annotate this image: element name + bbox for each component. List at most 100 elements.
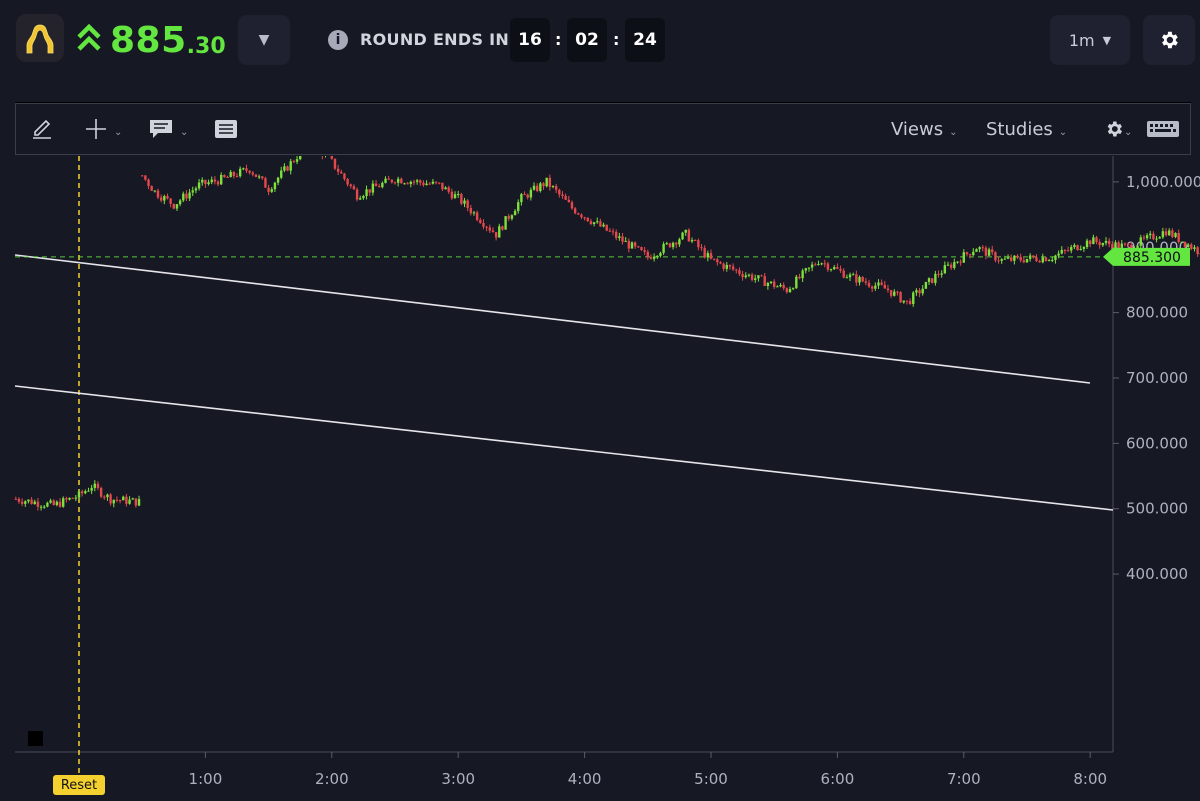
candle-body xyxy=(981,247,984,249)
candle-body xyxy=(1038,261,1041,263)
candle-body xyxy=(558,189,561,195)
list-tool-button[interactable] xyxy=(214,104,238,154)
candle-body xyxy=(343,173,346,179)
comment-tool-button[interactable]: ⌄ xyxy=(148,104,188,154)
gear-icon xyxy=(1107,121,1122,137)
candle-body xyxy=(289,161,292,171)
candle-body xyxy=(1066,250,1070,252)
candle-body xyxy=(491,230,495,233)
candle-body xyxy=(65,498,68,500)
lower-trendline[interactable] xyxy=(14,385,1114,511)
candle-body xyxy=(1019,256,1022,261)
candle-body xyxy=(494,232,498,238)
candle-body xyxy=(122,496,125,501)
candle-body xyxy=(697,240,700,248)
timeframe-dropdown[interactable]: 1m ▼ xyxy=(1050,15,1130,65)
app-logo xyxy=(16,14,64,62)
candle-body xyxy=(750,274,754,280)
candle-body xyxy=(1070,247,1073,251)
info-icon[interactable]: i xyxy=(328,30,348,50)
y-tick-label: 500.000 xyxy=(1126,500,1188,518)
candle-body xyxy=(368,189,371,193)
price-label-layer: 885.300 xyxy=(1103,247,1190,266)
candle-body xyxy=(700,247,703,249)
candle-body xyxy=(731,266,735,270)
candle-body xyxy=(937,273,940,275)
candle-body xyxy=(956,261,959,263)
candle-body xyxy=(927,278,931,282)
candle-body xyxy=(137,499,141,506)
candle-body xyxy=(93,483,96,488)
candle-body xyxy=(883,284,886,289)
timer-separator: : xyxy=(613,30,620,49)
candle-body xyxy=(880,282,883,285)
candle-body xyxy=(1028,255,1032,259)
candle-body xyxy=(633,242,637,247)
candle-body xyxy=(548,177,552,187)
candle-body xyxy=(953,262,956,268)
candle-body xyxy=(280,170,283,178)
candle-body xyxy=(1010,257,1013,261)
candle-body xyxy=(1152,233,1155,240)
candle-body xyxy=(703,248,706,258)
candle-body xyxy=(261,176,264,179)
asset-dropdown-button[interactable]: ▼ xyxy=(238,15,290,65)
settings-button[interactable] xyxy=(1143,15,1195,65)
y-tick-label: 1,000.000 xyxy=(1126,173,1200,191)
crosshair-tool-button[interactable]: ⌄ xyxy=(84,104,122,154)
candle-body xyxy=(675,242,678,245)
candle-body xyxy=(390,179,394,183)
candle-body xyxy=(128,499,131,504)
candle-body xyxy=(58,501,62,507)
keyboard-icon xyxy=(1147,121,1179,137)
candle-body xyxy=(744,275,747,278)
candles xyxy=(14,156,1200,511)
candle-body xyxy=(330,156,333,159)
candle-body xyxy=(684,229,687,233)
candle-body xyxy=(336,168,340,172)
x-tick-label: 8:00 xyxy=(1073,770,1107,788)
chart-indicator-square[interactable] xyxy=(28,731,43,746)
candle-body xyxy=(810,264,814,268)
candle-body xyxy=(1164,231,1168,236)
candle-body xyxy=(769,281,773,284)
candle-body xyxy=(773,281,776,287)
views-label: Views xyxy=(891,118,944,140)
candle-body xyxy=(406,183,409,185)
candle-body xyxy=(415,180,419,182)
draw-tool-button[interactable] xyxy=(30,104,54,154)
candle-body xyxy=(611,231,615,233)
candle-body xyxy=(915,290,918,293)
candle-body xyxy=(1032,255,1035,258)
candle-body xyxy=(381,182,384,188)
candle-body xyxy=(475,212,479,220)
candle-body xyxy=(172,203,175,209)
comment-icon xyxy=(150,120,172,138)
candle-body xyxy=(1057,253,1060,256)
reset-label: Reset xyxy=(53,775,105,795)
current-price-tag-label: 885.300 xyxy=(1123,250,1181,266)
candle-body xyxy=(1095,237,1098,243)
price-chart[interactable]: 1,200.0001,100.0001,000.000900.000800.00… xyxy=(0,156,1200,801)
candle-body xyxy=(245,168,248,171)
candle-body xyxy=(166,196,169,199)
keyboard-button[interactable] xyxy=(1146,104,1180,154)
candle-body xyxy=(1117,242,1120,248)
candle-body xyxy=(55,501,59,506)
chart-settings-button[interactable]: ⌄ xyxy=(1104,104,1132,154)
candle-body xyxy=(188,192,191,199)
candle-body xyxy=(115,499,119,501)
candle-body xyxy=(523,194,526,196)
candle-body xyxy=(630,242,634,249)
upper-trendline[interactable] xyxy=(14,254,1091,384)
views-menu[interactable]: Views ⌄ xyxy=(891,104,957,154)
studies-menu[interactable]: Studies ⌄ xyxy=(986,104,1067,154)
candle-body xyxy=(665,243,668,245)
candle-body xyxy=(728,264,732,267)
candle-body xyxy=(712,258,716,260)
chevron-down-icon: ⌄ xyxy=(1124,126,1133,138)
candle-body xyxy=(1155,238,1158,240)
logo-icon xyxy=(26,24,54,54)
candle-body xyxy=(668,243,672,248)
candle-body xyxy=(589,221,593,225)
